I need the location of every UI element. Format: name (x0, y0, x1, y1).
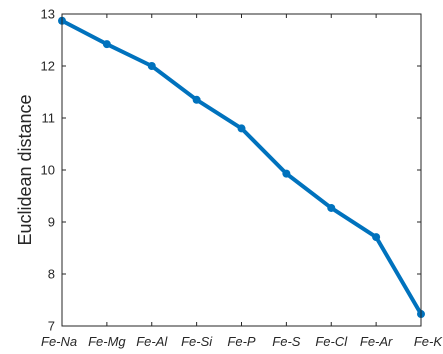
data-point (102, 40, 111, 49)
x-tick-label: Fe-Mg (88, 334, 126, 349)
y-tick-label: 11 (42, 111, 56, 126)
plot-frame (61, 13, 422, 327)
x-tick-label: Fe-S (272, 334, 301, 349)
x-tick-label: Fe-Al (136, 334, 168, 349)
y-tick-label: 7 (48, 319, 55, 334)
y-axis-label: Euclidean distance (15, 94, 35, 245)
x-tick-label: Fe-P (227, 334, 256, 349)
data-point (237, 124, 246, 133)
y-tick-label: 9 (48, 215, 55, 230)
x-tick-label: Fe-Ar (360, 334, 393, 349)
y-tick-label: 10 (41, 163, 55, 178)
data-point (327, 203, 336, 212)
tick-labels: 7 8 9 10 11 12 13 Fe-Na Fe-Mg Fe-Al Fe-Si Fe-P Fe-S F… (41, 7, 443, 350)
x-tick-label: Fe-Cl (315, 334, 348, 349)
y-tick-label: 12 (41, 59, 55, 74)
y-tick-label: 8 (48, 267, 55, 282)
series-line (60, 18, 423, 317)
x-tick-label: Fe-Na (41, 334, 77, 349)
data-series (58, 16, 425, 319)
data-point (282, 169, 291, 178)
data-point (192, 95, 201, 104)
data-point (147, 62, 156, 70)
y-tick-label: 13 (41, 7, 55, 22)
axis-ticks (61, 13, 422, 327)
x-tick-label: Fe-Si (181, 334, 213, 349)
data-point (372, 233, 381, 242)
x-tick-label: Fe-K (414, 334, 443, 349)
